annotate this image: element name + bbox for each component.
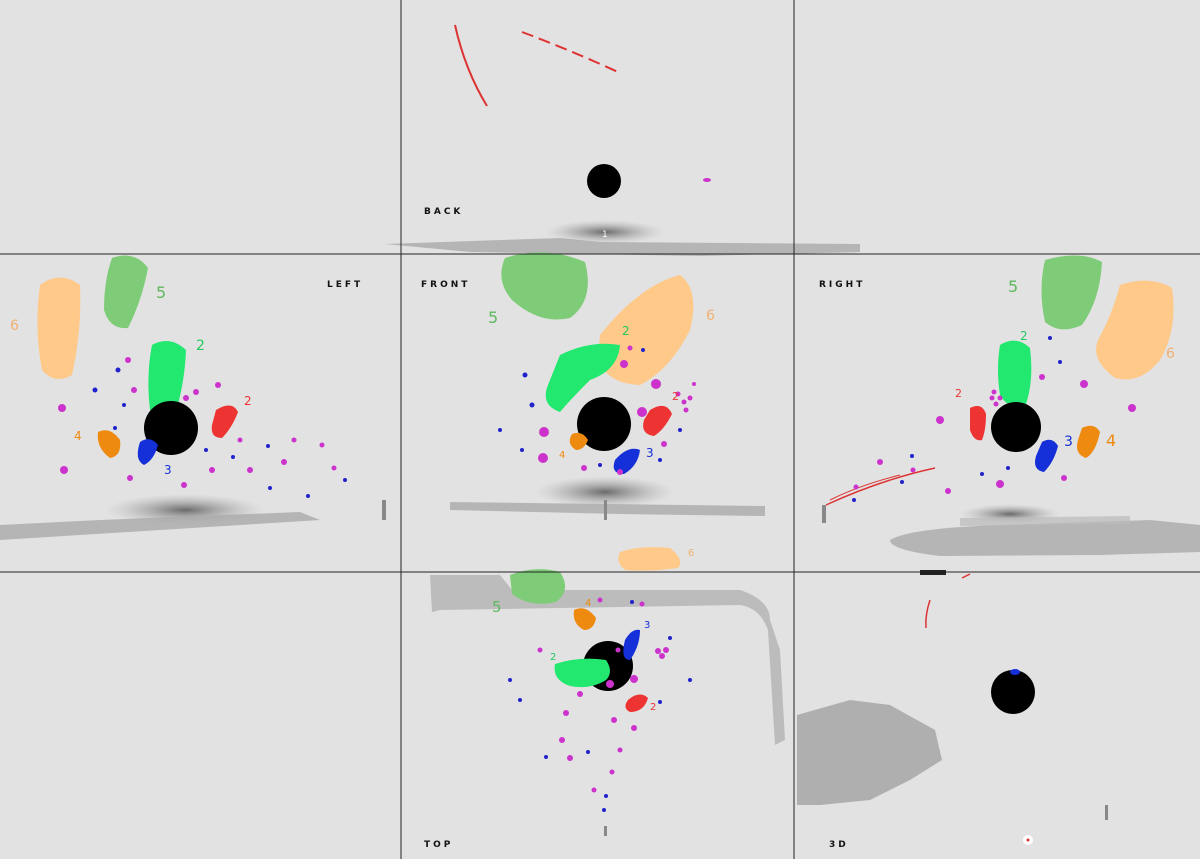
left-view[interactable]: 6 5 2 2 4 3: [0, 255, 386, 540]
stroke-number: 3: [164, 463, 172, 477]
stroke-2: [148, 341, 186, 419]
stroke-number: 5: [1008, 277, 1018, 296]
stroke-number: 6: [1166, 346, 1175, 362]
right-view[interactable]: 5 6 2 2 4 3: [822, 255, 1200, 556]
stroke-number: 2: [650, 702, 656, 713]
stroke-6: [598, 275, 694, 385]
stroke-1: [970, 406, 986, 441]
front-view[interactable]: 5 6 2 2 4 3: [450, 252, 765, 520]
particle-cloud: [508, 600, 692, 812]
stroke-number: 4: [585, 598, 591, 609]
stroke-4: [569, 432, 588, 450]
red-stroke: [825, 467, 936, 506]
stroke-3: [623, 629, 640, 660]
post: [822, 505, 826, 523]
particle-cloud: [537, 597, 669, 793]
stroke-number: 2: [955, 387, 962, 400]
red-stroke: [829, 474, 901, 501]
view-label-3d: 3D: [829, 840, 849, 850]
stroke-5: [1041, 255, 1102, 330]
view-label-left: LEFT: [327, 280, 364, 290]
stroke-3: [613, 448, 640, 474]
stroke-6: [618, 547, 681, 571]
stroke-number: 6: [10, 318, 19, 334]
stroke-6: [1096, 280, 1174, 380]
stroke-number: 3: [644, 620, 650, 631]
stroke-3: [137, 439, 158, 465]
perspective-3d-view[interactable]: [797, 570, 1108, 845]
black-sphere: [991, 402, 1041, 452]
stroke-5: [510, 569, 566, 604]
ground-plane: [890, 520, 1200, 556]
red-stroke: [961, 573, 971, 579]
stroke-number: 4: [74, 429, 82, 443]
stroke-number: 2: [244, 394, 252, 408]
stroke-5: [104, 255, 148, 329]
back-view[interactable]: 1: [385, 24, 860, 256]
particle-cloud: [853, 374, 1136, 494]
stroke-4: [97, 430, 121, 458]
view-label-front: FRONT: [421, 280, 471, 290]
particle-cloud: [852, 336, 1062, 502]
post: [382, 500, 386, 520]
stroke-2: [554, 658, 610, 688]
post: [604, 826, 607, 836]
stroke-3: [1035, 439, 1058, 472]
particle-cloud: [58, 357, 337, 488]
stroke-1: [643, 405, 672, 436]
ground-plane: [797, 700, 942, 805]
stroke-1: [211, 405, 238, 438]
blue-particle: [1010, 669, 1020, 675]
stroke-5: [501, 252, 588, 320]
post: [1105, 805, 1108, 820]
white-marker-dot: [1026, 838, 1030, 842]
stroke-number: 5: [492, 598, 502, 616]
stroke-4: [1077, 425, 1100, 458]
stroke-number: 6: [688, 548, 694, 559]
view-label-back: BACK: [424, 207, 464, 217]
stroke-2: [545, 343, 620, 412]
black-sphere: [577, 397, 631, 451]
black-sphere: [144, 401, 198, 455]
red-stroke: [521, 31, 619, 73]
ground-plane: [960, 516, 1130, 526]
stroke-number: 1: [602, 230, 608, 240]
black-sphere: [991, 670, 1035, 714]
particle-cloud: [498, 348, 682, 467]
black-sphere: [587, 164, 621, 198]
ground-plane: [450, 502, 765, 516]
view-label-top: TOP: [424, 840, 454, 850]
stroke-number: 3: [646, 446, 654, 460]
ground-shadow: [535, 476, 675, 508]
stroke-number: 3: [1064, 434, 1073, 450]
view-label-right: RIGHT: [819, 280, 866, 290]
red-stroke: [925, 599, 931, 629]
particle-cloud: [538, 345, 696, 475]
ground-plane: [385, 238, 860, 256]
particle-cloud: [92, 367, 347, 498]
ground-plane: [0, 512, 320, 540]
post: [604, 500, 607, 520]
stroke-4: [573, 608, 596, 630]
stroke-number: 5: [156, 283, 166, 302]
stroke-number: 2: [672, 390, 679, 403]
stroke-2: [998, 340, 1032, 406]
stroke-number: 2: [622, 324, 630, 338]
stroke-number: 4: [1106, 431, 1116, 450]
ground-shadow: [545, 220, 665, 244]
ground-plane: [430, 575, 785, 745]
stroke-number: 2: [1020, 329, 1028, 343]
stroke-1: [625, 694, 648, 712]
stroke-6: [37, 277, 81, 379]
magenta-particle: [703, 178, 711, 182]
stroke-number: 5: [488, 308, 498, 327]
red-stroke: [454, 24, 488, 107]
stroke-number: 2: [196, 338, 205, 354]
top-view[interactable]: 6 5 4 3 2 2: [430, 547, 785, 836]
stroke-number: 2: [550, 652, 556, 663]
stroke-number: 4: [559, 450, 565, 461]
stroke-number: 6: [706, 308, 715, 324]
